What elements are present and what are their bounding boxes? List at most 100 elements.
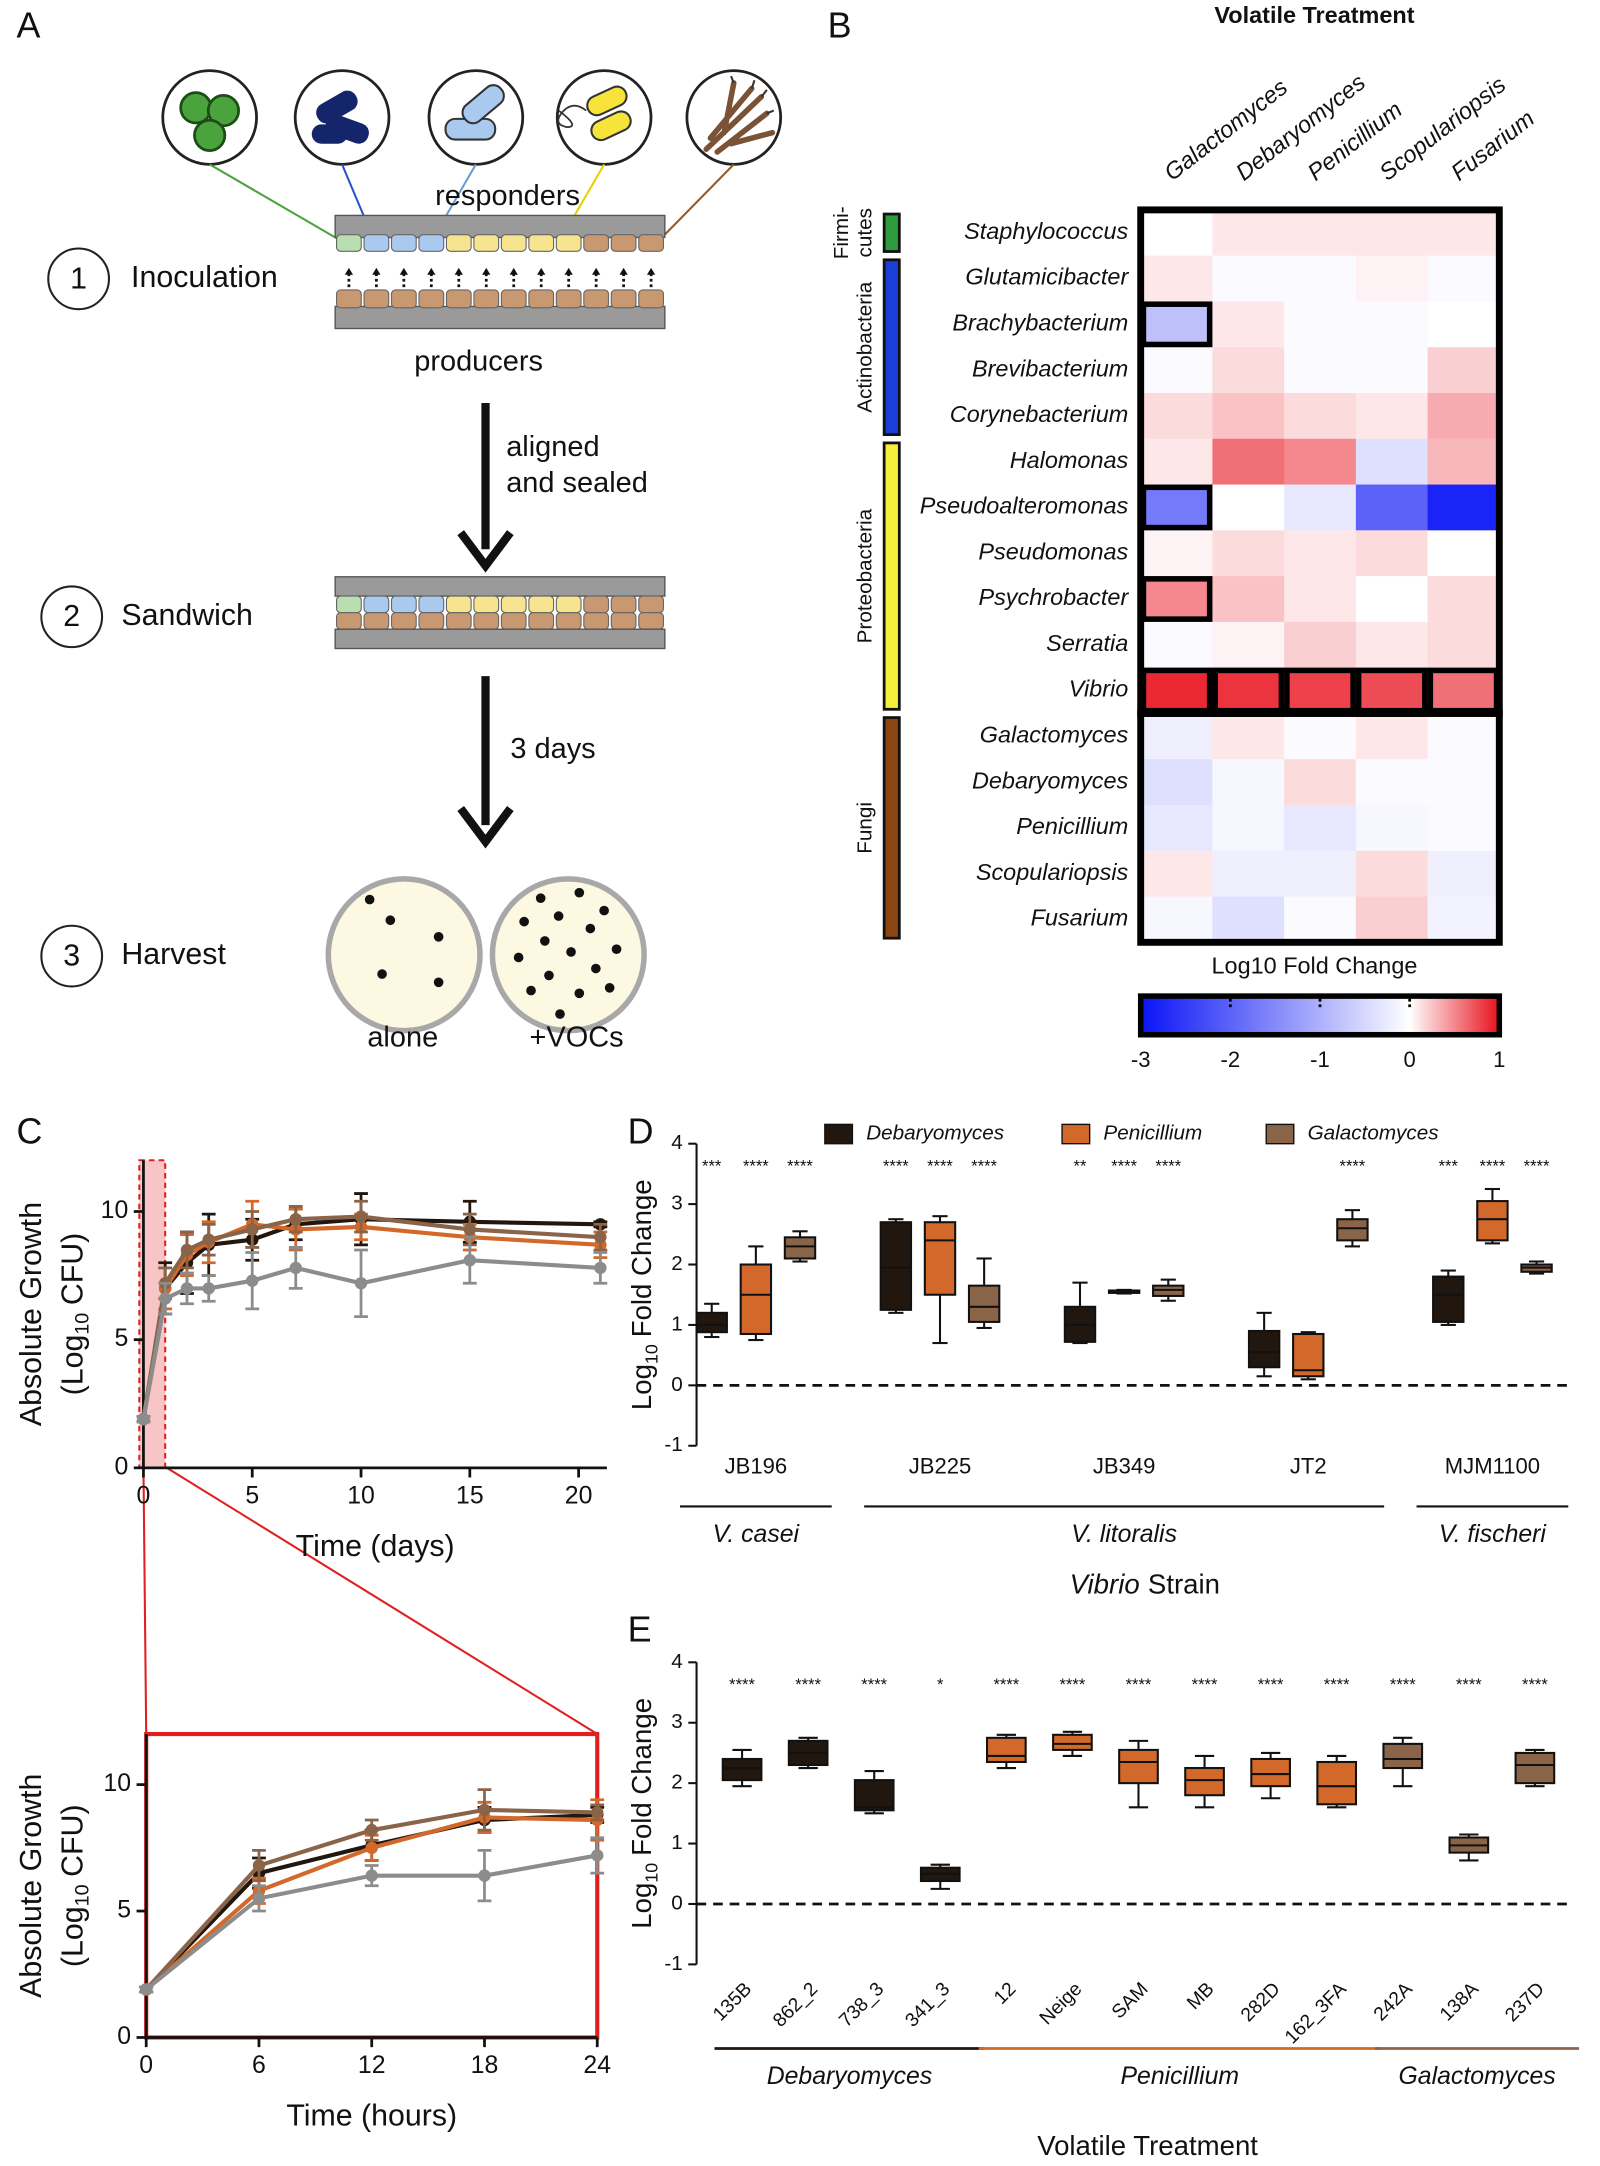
heat-cell xyxy=(1427,530,1500,577)
data-point xyxy=(594,1261,607,1275)
well xyxy=(555,612,582,630)
y-tick-label: 0 xyxy=(114,1453,128,1480)
group-label: Actinobacteria xyxy=(854,281,877,412)
group-label: Firmi- xyxy=(830,206,853,259)
well xyxy=(583,289,610,309)
vapor-arrowhead xyxy=(344,267,354,275)
well xyxy=(390,289,417,309)
heat-cell xyxy=(1427,347,1500,394)
colorbar-tick-label: -1 xyxy=(1310,1047,1330,1072)
box xyxy=(1052,1733,1093,1751)
icon-rods-light xyxy=(427,69,525,166)
well xyxy=(473,289,500,309)
x-tick-label: MJM1100 xyxy=(1445,1454,1540,1479)
colorbar-tick-label: -2 xyxy=(1221,1047,1241,1072)
step-circle xyxy=(40,585,104,649)
data-point xyxy=(180,1243,194,1257)
heat-cell xyxy=(1355,301,1429,348)
group-bar xyxy=(882,212,901,253)
heat-cell xyxy=(1140,255,1214,303)
vapor-arrowhead xyxy=(427,267,436,275)
x-tick-label: 15 xyxy=(456,1482,484,1509)
x-tick-label: 6 xyxy=(252,2052,266,2079)
well xyxy=(390,234,417,252)
significance: * xyxy=(937,1675,944,1694)
bracket-label: V. casei xyxy=(713,1521,801,1548)
heat-cell xyxy=(1284,484,1357,532)
connector xyxy=(655,163,735,244)
vapor-arrowhead xyxy=(619,267,628,275)
well xyxy=(390,595,417,614)
group-bar xyxy=(882,258,901,437)
heat-cell xyxy=(1284,347,1357,394)
cell-outline xyxy=(1140,576,1213,622)
x-tick-label: JT2 xyxy=(1290,1454,1327,1479)
row-label: Penicillium xyxy=(1016,813,1128,839)
plate-base xyxy=(334,214,666,239)
row-label: Pseudoalteromonas xyxy=(920,493,1129,519)
heat-cell xyxy=(1140,804,1214,852)
arrow xyxy=(457,676,514,849)
box xyxy=(1476,1200,1509,1242)
x-tick-label: JB225 xyxy=(909,1454,972,1479)
well xyxy=(528,234,555,252)
heat-cell xyxy=(1427,850,1500,898)
x-tick-label: 20 xyxy=(565,1482,593,1509)
y-tick-label: 5 xyxy=(117,1897,131,1924)
y-tick-label: 4 xyxy=(671,1131,683,1154)
legend-label: Debaryomyces xyxy=(866,1122,1004,1145)
vapor-arrowhead xyxy=(482,267,491,275)
well xyxy=(418,595,445,614)
legend-swatch xyxy=(1265,1123,1295,1145)
y-tick-label: 4 xyxy=(671,1650,683,1673)
significance: **** xyxy=(1390,1675,1416,1694)
box xyxy=(1250,1757,1291,1788)
diagram: responders producers 1 Inoculation 2 San… xyxy=(40,69,783,1054)
y-axis-label: Log10 Fold Change xyxy=(626,1179,661,1410)
significance: **** xyxy=(1522,1675,1548,1694)
data-point xyxy=(354,1277,368,1290)
vapor-arrowhead xyxy=(592,267,601,275)
data-point xyxy=(478,1869,491,1882)
significance: **** xyxy=(1060,1675,1086,1694)
x-tick-label: 138A xyxy=(1436,1979,1483,2026)
heat-cell xyxy=(1212,576,1285,623)
heat-cell xyxy=(1140,667,1214,715)
label-part: Log xyxy=(626,1364,657,1410)
data-point xyxy=(246,1274,259,1287)
significance: **** xyxy=(729,1675,755,1694)
heat-cell xyxy=(1284,667,1357,715)
heat-cell xyxy=(1427,759,1500,806)
x-axis-label: Time (days) xyxy=(296,1530,455,1563)
well xyxy=(638,612,665,630)
x-tick-label: 5 xyxy=(245,1482,259,1509)
vapor-arrowhead xyxy=(509,267,518,275)
heat-cell xyxy=(1284,438,1357,486)
well xyxy=(473,612,500,630)
y-tick-label: 2 xyxy=(671,1252,683,1275)
row-label: Brevibacterium xyxy=(972,355,1128,381)
transition-label: 3 days xyxy=(510,733,595,765)
heat-cell xyxy=(1427,438,1500,486)
heat-cell xyxy=(1427,209,1500,257)
heat-cell xyxy=(1427,804,1500,852)
heat-cell xyxy=(1140,438,1214,486)
significance: **** xyxy=(883,1157,909,1176)
group-label: Galactomyces xyxy=(1399,2063,1556,2090)
heat-cell xyxy=(1212,804,1285,852)
y-tick-label: 0 xyxy=(671,1891,683,1914)
heat-cell xyxy=(1284,759,1357,806)
panel-letter: E xyxy=(628,1609,652,1649)
data-point xyxy=(365,1823,378,1837)
heat-cell xyxy=(1355,850,1429,898)
data-point xyxy=(463,1223,477,1236)
y-axis-label: Absolute Growth xyxy=(15,1202,48,1426)
connector xyxy=(209,163,346,244)
heat-cell xyxy=(1140,713,1214,760)
x-tick-label: 12 xyxy=(990,1979,1020,2009)
heat-cell xyxy=(1284,393,1357,440)
plate-base xyxy=(334,628,666,650)
well xyxy=(610,234,637,252)
significance: **** xyxy=(787,1157,813,1176)
